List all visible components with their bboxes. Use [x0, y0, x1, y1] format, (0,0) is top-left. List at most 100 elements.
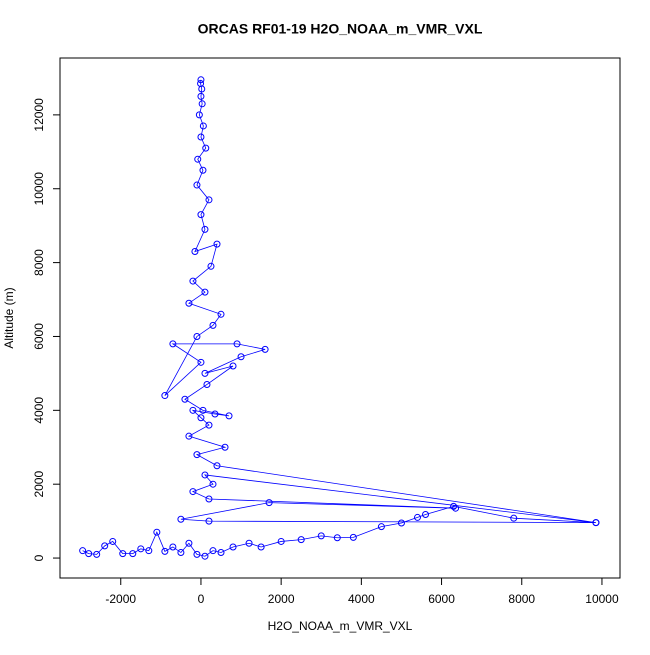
point: [261, 345, 269, 353]
x-tick-label: 4000: [348, 592, 375, 606]
point: [233, 340, 241, 348]
point: [119, 550, 127, 558]
series-line: [82, 79, 596, 557]
point: [213, 462, 221, 470]
point: [199, 406, 207, 414]
point: [129, 550, 137, 558]
x-tick-label: 10000: [585, 592, 619, 606]
point: [185, 432, 193, 440]
x-tick-label: -2000: [105, 592, 136, 606]
point: [201, 288, 209, 296]
point: [257, 543, 265, 551]
point: [450, 502, 458, 510]
point: [193, 451, 201, 459]
point: [297, 536, 305, 544]
point: [161, 547, 169, 555]
point: [177, 515, 185, 523]
point: [198, 100, 206, 108]
point: [211, 410, 219, 418]
point: [349, 533, 357, 541]
point: [377, 523, 385, 531]
point: [197, 414, 205, 422]
point: [145, 547, 153, 555]
point: [452, 504, 460, 512]
point: [185, 539, 193, 547]
point: [169, 340, 177, 348]
point: [277, 537, 285, 545]
x-tick-label: 0: [198, 592, 205, 606]
point: [193, 332, 201, 340]
point: [101, 542, 109, 550]
y-axis-label: Altitude (m): [2, 287, 16, 348]
point: [195, 111, 203, 119]
point: [193, 181, 201, 189]
point: [201, 369, 209, 377]
point: [229, 543, 237, 551]
y-tick-label: 6000: [32, 323, 46, 350]
point: [205, 196, 213, 204]
point: [209, 321, 217, 329]
point: [207, 262, 215, 270]
point: [201, 471, 209, 479]
point: [185, 299, 193, 307]
point: [177, 549, 185, 557]
point: [205, 421, 213, 429]
point: [213, 240, 221, 248]
point: [201, 225, 209, 233]
y-tick-label: 12000: [32, 98, 46, 132]
x-tick-label: 6000: [428, 592, 455, 606]
point: [197, 133, 205, 141]
point: [189, 277, 197, 285]
y-tick-label: 4000: [32, 397, 46, 424]
point: [317, 532, 325, 540]
point: [109, 537, 117, 545]
point: [510, 514, 518, 522]
point: [209, 480, 217, 488]
point: [221, 443, 229, 451]
point: [199, 122, 207, 130]
point: [202, 144, 210, 152]
point: [181, 395, 189, 403]
point: [189, 406, 197, 414]
point: [265, 499, 273, 507]
point: [209, 547, 217, 555]
point: [422, 510, 430, 518]
point: [237, 353, 245, 361]
point: [217, 549, 225, 557]
point: [193, 550, 201, 558]
point: [199, 166, 207, 174]
point: [197, 211, 205, 219]
point: [79, 547, 87, 555]
point: [413, 513, 421, 521]
point: [85, 550, 93, 558]
point: [169, 543, 177, 551]
point: [161, 392, 169, 400]
point: [137, 545, 145, 553]
point: [203, 380, 211, 388]
point: [225, 412, 233, 420]
point: [93, 550, 101, 558]
point: [397, 519, 405, 527]
y-tick-label: 10000: [32, 172, 46, 206]
x-axis-label: H2O_NOAA_m_VMR_VXL: [268, 619, 413, 633]
y-tick-label: 2000: [32, 471, 46, 498]
y-tick-label: 8000: [32, 249, 46, 276]
point: [197, 92, 205, 100]
chart-title: ORCAS RF01-19 H2O_NOAA_m_VMR_VXL: [198, 21, 483, 37]
y-tick-label: 0: [32, 554, 46, 561]
point: [201, 552, 209, 560]
point: [197, 358, 205, 366]
point: [217, 310, 225, 318]
point: [333, 534, 341, 542]
point: [205, 495, 213, 503]
x-tick-label: 2000: [268, 592, 295, 606]
point: [197, 76, 205, 84]
point: [194, 155, 202, 163]
x-tick-label: 8000: [508, 592, 535, 606]
point: [205, 517, 213, 525]
point: [245, 539, 253, 547]
point: [229, 362, 237, 370]
point: [191, 248, 199, 256]
